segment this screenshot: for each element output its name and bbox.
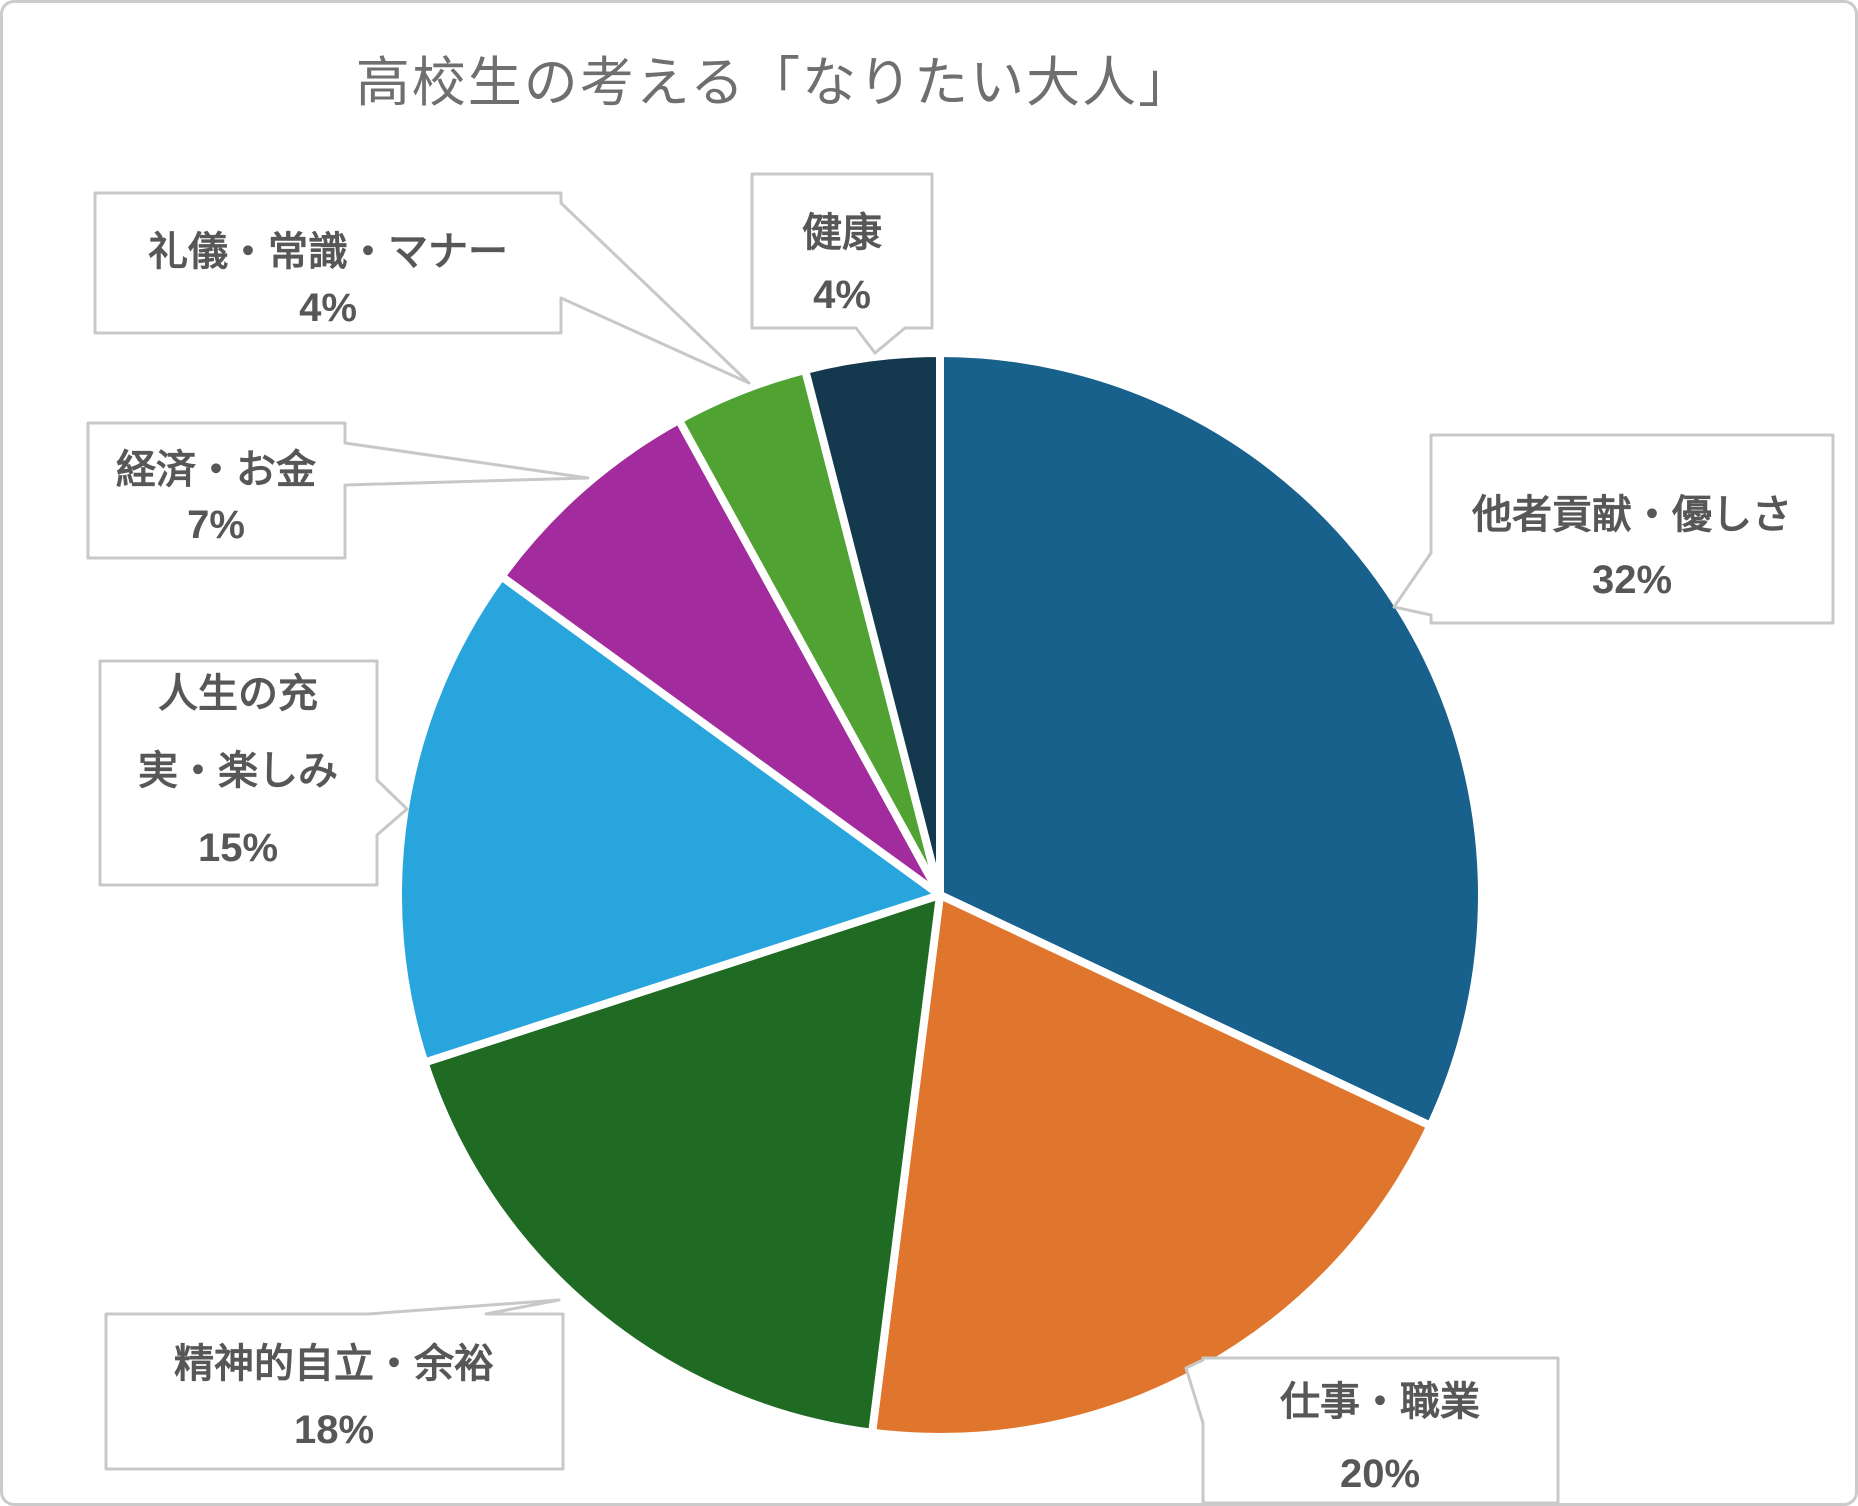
- callout-takeshakoken: 他者貢献・優しさ 32%: [1392, 433, 1835, 625]
- callout-kenko-label: 健康: [802, 211, 882, 255]
- callout-jinsei-label-line2: 実・楽しみ: [138, 749, 338, 793]
- pie-plot-area: [393, 348, 1486, 1441]
- callout-takeshakoken-value: 32%: [1592, 558, 1672, 602]
- callout-seishin-value: 18%: [294, 1408, 374, 1452]
- callout-keizai: 経済・お金 7%: [86, 421, 590, 560]
- callout-kenko: 健康 4%: [750, 172, 934, 355]
- callout-reigi-box: [93, 191, 751, 385]
- pie-slice-5-経済・お金: [497, 416, 944, 899]
- callout-shigoto-box: [1184, 1356, 1560, 1503]
- callout-jinsei-box: [98, 659, 409, 887]
- callout-takeshakoken-box: [1392, 433, 1835, 625]
- pie-slice-7-健康: [801, 348, 944, 899]
- callout-reigi: 礼儀・常識・マナー 4%: [93, 191, 751, 385]
- callout-seishin-label: 精神的自立・余裕: [174, 1341, 494, 1386]
- callout-kenko-value: 4%: [813, 273, 871, 317]
- callout-keizai-label: 経済・お金: [116, 447, 317, 492]
- callout-reigi-value: 4%: [299, 286, 357, 330]
- callout-kenko-box: [750, 172, 934, 355]
- callout-keizai-box: [86, 421, 590, 560]
- callout-reigi-label: 礼儀・常識・マナー: [148, 230, 508, 274]
- chart-title: 高校生の考える「なりたい大人」: [356, 53, 1194, 113]
- callout-shigoto: 仕事・職業 20%: [1184, 1356, 1560, 1503]
- callout-jinsei-value: 15%: [198, 826, 278, 870]
- callout-jinsei: 人生の充 実・楽しみ 15%: [98, 659, 409, 887]
- callout-seishin-box: [104, 1298, 565, 1471]
- pie-chart: 高校生の考える「なりたい大人」 他者貢献・優しさ 32% 仕事・職業 20% 精…: [86, 53, 1835, 1503]
- pie-slice-3-精神的自立・余裕: [420, 891, 944, 1437]
- callout-takeshakoken-label: 他者貢献・優しさ: [1471, 493, 1792, 537]
- callout-jinsei-label-line1: 人生の充: [158, 672, 318, 716]
- callout-seishin: 精神的自立・余裕 18%: [104, 1298, 565, 1471]
- callout-keizai-value: 7%: [187, 503, 245, 547]
- callout-shigoto-value: 20%: [1340, 1452, 1420, 1496]
- callout-shigoto-label: 仕事・職業: [1280, 1380, 1480, 1424]
